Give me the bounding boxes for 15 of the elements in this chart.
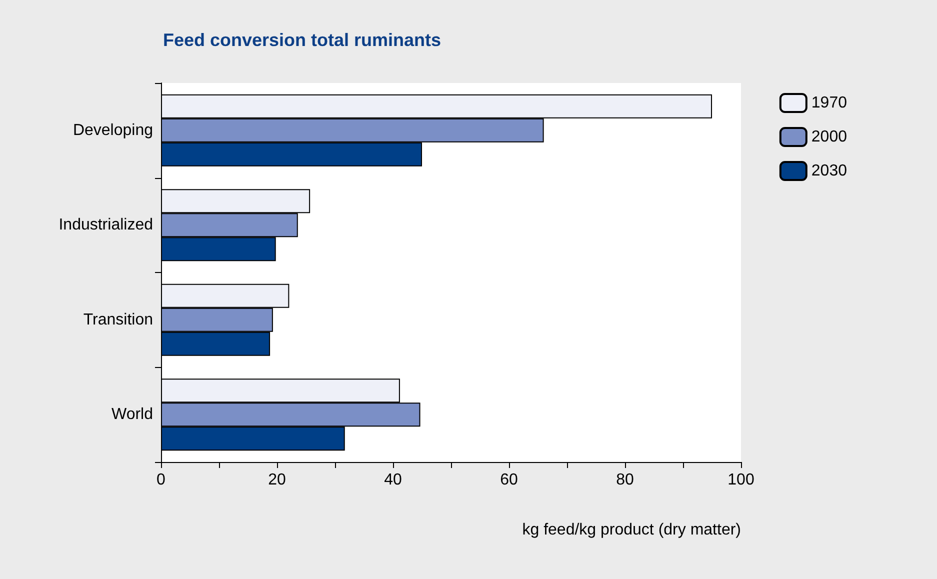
chart-title: Feed conversion total ruminants (163, 30, 442, 50)
legend-label: 2030 (811, 162, 848, 180)
x-tick-label: 60 (500, 472, 518, 488)
legend-label: 1970 (811, 94, 848, 112)
y-tick-label: Industrialized (58, 216, 153, 234)
x-tick-label: 80 (616, 472, 634, 488)
y-tick-label: World (112, 406, 153, 424)
legend-label: 2000 (811, 128, 848, 146)
x-tick-label: 100 (728, 472, 754, 488)
x-tick-label: 40 (384, 472, 402, 488)
x-tick-label: 0 (156, 472, 166, 488)
y-tick-label: Transition (83, 311, 153, 328)
y-tick-label: Developing (72, 122, 153, 139)
x-axis-title: kg feed/kg product (dry matter) (522, 522, 741, 538)
x-tick-label: 20 (268, 472, 286, 488)
